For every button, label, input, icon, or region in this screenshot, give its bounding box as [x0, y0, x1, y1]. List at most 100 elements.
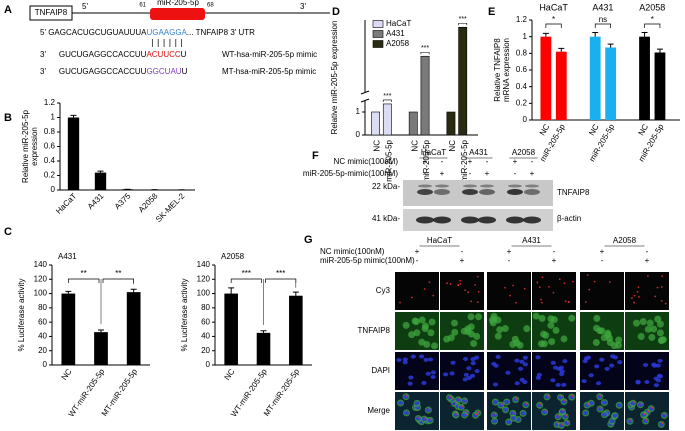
- bar: [408, 111, 418, 136]
- cy3-signal: [630, 419, 632, 422]
- channel-label: Cy3: [376, 286, 391, 295]
- nucleus: [553, 365, 559, 370]
- significance-bracket: [230, 278, 262, 283]
- treatment-sign: -: [508, 256, 511, 265]
- x-tick-label: MT-miR-205-5p: [262, 367, 302, 418]
- bar: [589, 36, 601, 120]
- nucleus: [513, 397, 519, 402]
- blot-band: [462, 189, 478, 195]
- cy3-signal: [637, 286, 640, 289]
- x-tick-label: miR-205-5p: [384, 139, 393, 181]
- nucleus: [643, 418, 649, 423]
- blot-band: [417, 189, 433, 195]
- cy3-signal: [464, 413, 467, 415]
- error-bar: [97, 170, 104, 173]
- nucleus: [595, 381, 602, 386]
- y-tick-label: 120: [34, 274, 48, 283]
- end-label: 3': [40, 67, 46, 76]
- y-tick-label: 1: [356, 107, 361, 116]
- blot-band: [524, 189, 540, 195]
- micrograph: [440, 272, 484, 310]
- nucleus: [612, 413, 618, 418]
- y-tick-label: 40: [201, 332, 210, 341]
- y-axis-label: Relative TNFAIP8: [493, 38, 502, 102]
- nucleus: [403, 410, 410, 415]
- nucleus: [519, 359, 525, 364]
- cell-stain: [548, 338, 556, 346]
- nucleus: [609, 363, 615, 368]
- error-bar: [641, 32, 648, 37]
- nucleus: [656, 373, 663, 378]
- nucleus: [493, 363, 499, 368]
- cell-line: HaCaT: [421, 148, 446, 157]
- nucleus: [455, 397, 461, 402]
- protein-label: TNFAIP8: [557, 188, 590, 197]
- cell-stain: [467, 330, 475, 338]
- cy3-signal: [424, 417, 427, 420]
- cy3-signal: [410, 296, 413, 299]
- treatment-sign: -: [424, 169, 427, 178]
- nucleus: [520, 411, 526, 416]
- cy3-signal: [536, 281, 539, 284]
- x-tick-label: NC: [448, 140, 457, 152]
- micrograph: [395, 272, 439, 310]
- cy3-signal: [645, 419, 648, 421]
- bar: [420, 55, 430, 136]
- nucleus: [609, 419, 615, 424]
- chart-title: A2058: [221, 252, 245, 261]
- cy3-signal: [547, 394, 549, 397]
- bar: [605, 47, 617, 120]
- nucleus: [581, 379, 587, 384]
- panel-label: C: [4, 226, 12, 238]
- cell-stain: [473, 332, 481, 340]
- treatment-sign: -: [514, 169, 517, 178]
- cy3-signal: [512, 411, 515, 414]
- cell-stain: [494, 332, 502, 340]
- x-tick-label: SK-MEL-2: [154, 191, 187, 224]
- y-tick-label: 0.2: [44, 171, 56, 180]
- cy3-signal: [588, 288, 591, 291]
- sequence: GUCUGAGGCCACCUUACUUCCU: [59, 50, 187, 59]
- nucleus: [564, 420, 570, 425]
- nucleus: [653, 383, 659, 388]
- cell-stain: [547, 315, 555, 323]
- legend-label: HaCaT: [386, 19, 411, 28]
- cy3-signal: [459, 282, 462, 285]
- significance-bracket: [594, 23, 611, 28]
- axis-break: [361, 92, 369, 101]
- y-tick-label: 0.2: [516, 98, 528, 107]
- nucleus: [561, 382, 567, 387]
- x-tick-label: NC: [587, 122, 601, 137]
- nucleus: [510, 416, 517, 421]
- legend-label: A2058: [386, 39, 410, 48]
- micrograph: [487, 272, 531, 310]
- x-tick-label: A375: [113, 191, 133, 211]
- cy3-signal: [470, 300, 473, 303]
- bar: [94, 332, 108, 365]
- cy3-signal: [406, 394, 408, 397]
- bar: [382, 103, 392, 136]
- cell-stain: [451, 328, 459, 336]
- y-tick-label: 140: [197, 260, 211, 269]
- nucleus: [542, 410, 548, 415]
- x-tick-label: NC: [373, 140, 382, 152]
- nucleus: [474, 369, 480, 374]
- nucleus: [466, 366, 472, 371]
- nucleus: [550, 378, 556, 383]
- error-bar: [130, 288, 137, 293]
- nucleus: [558, 423, 565, 428]
- cy3-signal: [538, 286, 541, 289]
- y-tick-label: 80: [201, 303, 210, 312]
- treatment-sign: -: [601, 256, 604, 265]
- nucleus: [559, 372, 565, 377]
- cy3-signal: [633, 401, 635, 404]
- nucleus: [522, 355, 528, 360]
- legend-swatch: [372, 30, 384, 38]
- cy3-signal: [399, 301, 401, 304]
- cy3-signal: [660, 286, 663, 288]
- chart-title: A431: [58, 252, 77, 261]
- nucleus: [492, 382, 499, 387]
- nucleus: [402, 360, 408, 365]
- nucleus: [661, 413, 667, 418]
- nucleus: [446, 395, 453, 400]
